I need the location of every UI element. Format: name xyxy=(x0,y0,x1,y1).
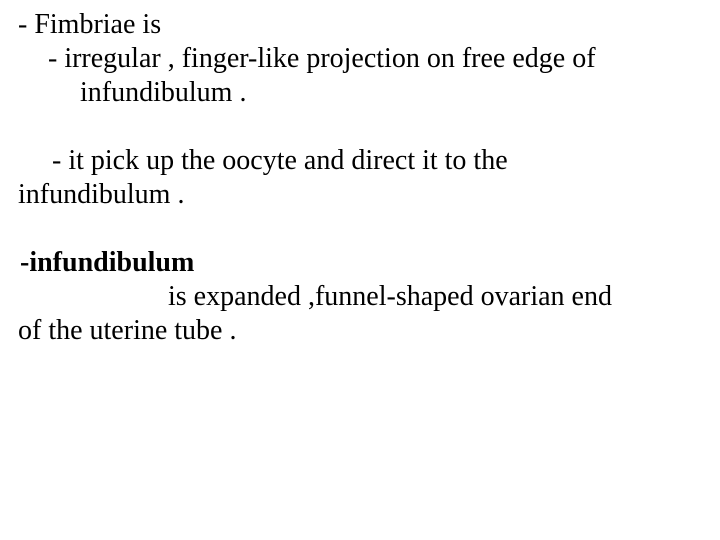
text-run: is xyxy=(135,9,161,40)
text-run: infundibulum . xyxy=(80,77,246,108)
blank-line xyxy=(18,212,702,246)
text-line: -infundibulum xyxy=(18,246,702,280)
text-line: infundibulum . xyxy=(18,178,702,212)
text-run: of the uterine tube . xyxy=(18,315,236,346)
text-run: is expanded ,funnel-shaped ovarian end xyxy=(168,281,612,312)
text-run: infundibulum . xyxy=(18,179,184,210)
text-run: - Fimbriae xyxy=(18,9,135,40)
text-line: - irregular , finger-like projection on … xyxy=(18,42,702,76)
text-run: - irregular , finger-like projection on … xyxy=(48,43,596,74)
text-line: is expanded ,funnel-shaped ovarian end xyxy=(18,280,702,314)
blank-line xyxy=(18,110,702,144)
text-line: infundibulum . xyxy=(18,76,702,110)
text-line: - it pick up the oocyte and direct it to… xyxy=(18,144,702,178)
text-run: - it pick up the oocyte and direct it to… xyxy=(52,145,508,176)
text-line: of the uterine tube . xyxy=(18,314,702,348)
text-run: -infundibulum xyxy=(20,247,194,278)
slide-content: - Fimbriae is- irregular , finger-like p… xyxy=(18,8,702,348)
text-line: - Fimbriae is xyxy=(18,8,702,42)
